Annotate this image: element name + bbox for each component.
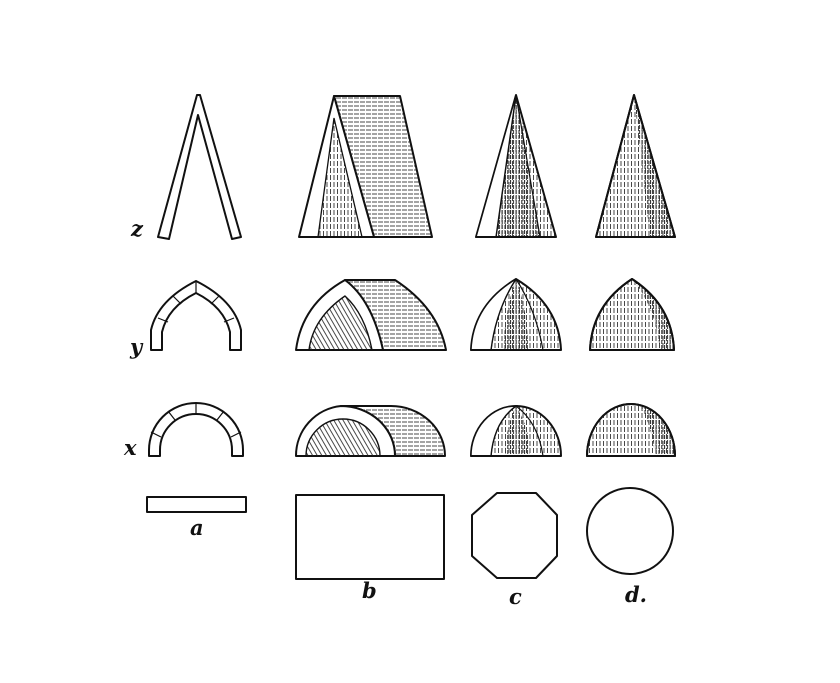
cone-zd (595, 94, 676, 238)
pointed-barrel-yb (295, 279, 447, 351)
plan-b-rectangle (295, 494, 445, 580)
barrel-vault-xb (294, 405, 446, 457)
column-label-d: d. (625, 582, 647, 607)
row-labels: z y x (123, 216, 144, 460)
row-label-y: y (129, 334, 144, 359)
column-label-b: b (362, 578, 377, 603)
row-y (150, 278, 675, 351)
plan-a-bar (146, 496, 247, 513)
row-plans (146, 487, 674, 580)
plan-c-octagon (471, 492, 558, 579)
pointed-arch-ya (150, 280, 242, 351)
dome-xd (586, 403, 676, 457)
column-label-c: c (509, 584, 522, 609)
row-x (148, 402, 676, 457)
row-z (157, 94, 676, 240)
pointed-dome-yd (589, 278, 675, 351)
cloister-dome-xc (470, 405, 562, 457)
row-label-x: x (123, 435, 137, 460)
round-arch-xa (148, 402, 244, 457)
rafter-pair-za (157, 94, 242, 240)
pyramid-zc (475, 94, 557, 238)
row-label-z: z (130, 216, 144, 241)
gable-roof-zb (298, 95, 433, 238)
column-labels: a b c d. (190, 515, 647, 609)
plan-d-circle (586, 487, 674, 575)
column-label-a: a (190, 515, 204, 540)
pointed-cloister-yc (470, 278, 562, 351)
